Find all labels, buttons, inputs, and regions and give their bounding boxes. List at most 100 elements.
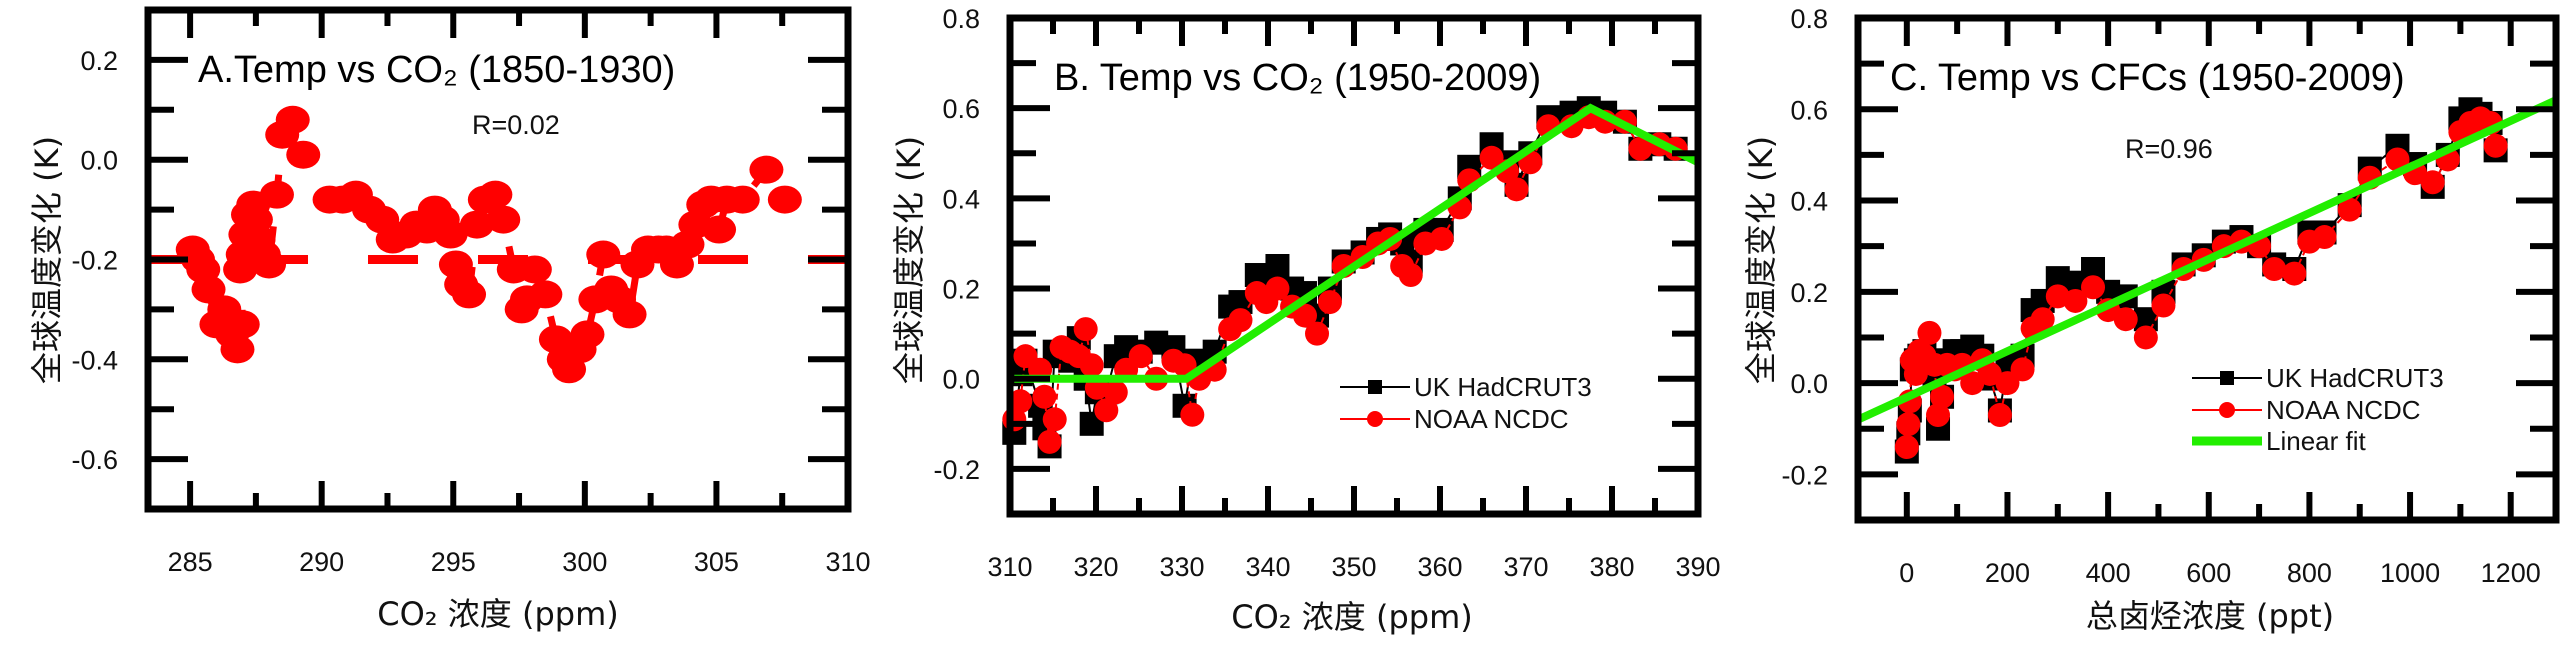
data-point-circle	[1926, 403, 1951, 428]
data-point-circle	[1960, 371, 1985, 396]
data-point	[528, 280, 563, 309]
x-tick-label: 1200	[2481, 558, 2541, 588]
data-point	[452, 280, 487, 309]
panel-c-cfcs-1950-2009: 0 200 400 600 800 1000 1200 0.8 0.6 0.4 0.2 0.0 -0.2…	[1742, 4, 2560, 635]
panel-b-x-axis-label: CO₂ 浓度 (ppm)	[1231, 598, 1472, 636]
panel-c-r-value: R=0.96	[2125, 134, 2213, 164]
data-point-circle	[2420, 170, 2445, 195]
data-point-circle	[1292, 303, 1317, 328]
data-point	[259, 180, 294, 209]
data-point-circle	[2030, 307, 2055, 332]
y-tick-label: 0.2	[942, 275, 980, 305]
x-tick-label: 1000	[2380, 558, 2440, 588]
data-point-circle	[2133, 325, 2158, 350]
legend-linear-fit-label: Linear fit	[2266, 426, 2366, 456]
data-point	[220, 335, 255, 364]
legend-hadcrut3-label: UK HadCRUT3	[1414, 372, 1592, 402]
fit-line-piecewise-fit	[1014, 103, 1700, 383]
panel-c-x-axis-label: 总卤烃浓度 (ppt)	[2086, 597, 2334, 635]
y-tick-label: 0.6	[1790, 95, 1828, 125]
x-tick-label: 0	[1899, 558, 1914, 588]
data-point-circle	[2312, 225, 2337, 250]
y-tick-label: -0.2	[933, 455, 980, 485]
panel-a-title: A.Temp vs CO₂ (1850-1930)	[198, 49, 675, 91]
data-point	[433, 220, 468, 249]
fit-line-linear-fit	[1856, 96, 2558, 424]
data-point-circle	[1398, 263, 1423, 288]
data-point	[252, 250, 287, 279]
x-tick-label: 300	[562, 547, 607, 577]
panel-b-co2-1950-2009: 310 320 330 340 350 360 370 380 390 0.8 0.6 0.4 0.2 0…	[890, 4, 1721, 636]
panel-c-ticks: 0 200 400 600 800 1000 1200 0.8 0.6 0.4 0.2 0.0 -0.2	[1781, 4, 2556, 588]
y-tick-label: 0.2	[80, 46, 118, 76]
data-point	[570, 320, 605, 349]
y-tick-label: -0.4	[71, 345, 118, 375]
data-point-circle	[1103, 380, 1128, 405]
data-point-circle	[1073, 317, 1098, 342]
panel-c-marks	[1856, 96, 2558, 464]
y-tick-label: 0.0	[1790, 369, 1828, 399]
x-tick-label: 400	[2086, 558, 2131, 588]
data-point	[702, 215, 737, 244]
data-point	[486, 205, 521, 234]
data-point-circle	[1180, 402, 1205, 427]
legend-noaa-marker	[2219, 402, 2235, 418]
x-tick-label: 295	[431, 547, 476, 577]
data-point	[286, 140, 321, 169]
y-tick-label: 0.4	[942, 184, 980, 214]
panel-c-title: C. Temp vs CFCs (1950-2009)	[1890, 57, 2405, 99]
data-point-circle	[1429, 226, 1454, 251]
data-point-circle	[2010, 357, 2035, 382]
panel-a-ticks: 285 290 295 300 305 310 0.2 0.0 -0.2 -0.4 -0.6	[71, 10, 871, 577]
x-tick-label: 330	[1159, 552, 1204, 582]
data-point-circle	[1917, 320, 1942, 345]
data-point-circle	[1896, 412, 1921, 437]
data-point-circle	[2262, 257, 2287, 281]
x-tick-label: 340	[1245, 552, 1290, 582]
data-point-circle	[1008, 389, 1033, 414]
x-tick-label: 350	[1331, 552, 1376, 582]
y-tick-label: -0.2	[71, 246, 118, 276]
panel-a-y-axis-label: 全球温度变化 (K)	[28, 136, 66, 384]
x-tick-label: 200	[1985, 558, 2030, 588]
data-point-circle	[1977, 361, 2002, 386]
data-point-circle	[2385, 147, 2410, 172]
data-point-circle	[1903, 361, 1928, 386]
panel-c-legend: UK HadCRUT3 NOAA NCDC Linear fit	[2192, 363, 2444, 456]
y-tick-label: 0.8	[1790, 4, 1828, 34]
data-point-circle	[2282, 261, 2307, 286]
panel-a-r-value: R=0.02	[472, 110, 560, 140]
panel-b-ticks: 310 320 330 340 350 360 370 380 390 0.8 0.6 0.4 0.2 0…	[933, 4, 1720, 582]
data-point	[225, 310, 260, 339]
data-point-circle	[1094, 398, 1119, 423]
panel-a-marks	[148, 105, 848, 384]
panel-a-co2-1850-1930: 285 290 295 300 305 310 0.2 0.0 -0.2 -0.4 -0.6 A.T…	[28, 6, 871, 633]
x-tick-label: 310	[987, 552, 1032, 582]
x-tick-label: 390	[1675, 552, 1720, 582]
data-point	[191, 275, 226, 304]
y-tick-label: -0.2	[1781, 460, 1828, 490]
legend-noaa-marker	[1367, 411, 1383, 427]
data-point	[459, 210, 494, 239]
legend-hadcrut3-marker	[2220, 371, 2234, 385]
legend-hadcrut3-marker	[1368, 380, 1382, 394]
y-tick-label: 0.0	[80, 146, 118, 176]
y-tick-label: 0.6	[942, 94, 980, 124]
x-tick-label: 370	[1503, 552, 1548, 582]
data-point-circle	[2337, 197, 2362, 222]
legend-noaa-label: NOAA NCDC	[1414, 404, 1569, 434]
x-tick-label: 320	[1073, 552, 1118, 582]
data-point	[275, 105, 310, 134]
data-point-circle	[1228, 308, 1253, 333]
x-tick-label: 380	[1589, 552, 1634, 582]
data-point	[586, 240, 621, 269]
data-point-circle	[1479, 145, 1504, 170]
data-point-circle	[2151, 293, 2176, 318]
data-point-circle	[1987, 403, 2012, 428]
series-temperature-anomaly	[175, 105, 802, 384]
data-point-square	[1265, 254, 1290, 278]
data-point	[612, 300, 647, 329]
y-tick-label: 0.0	[942, 365, 980, 395]
data-point	[749, 155, 784, 184]
